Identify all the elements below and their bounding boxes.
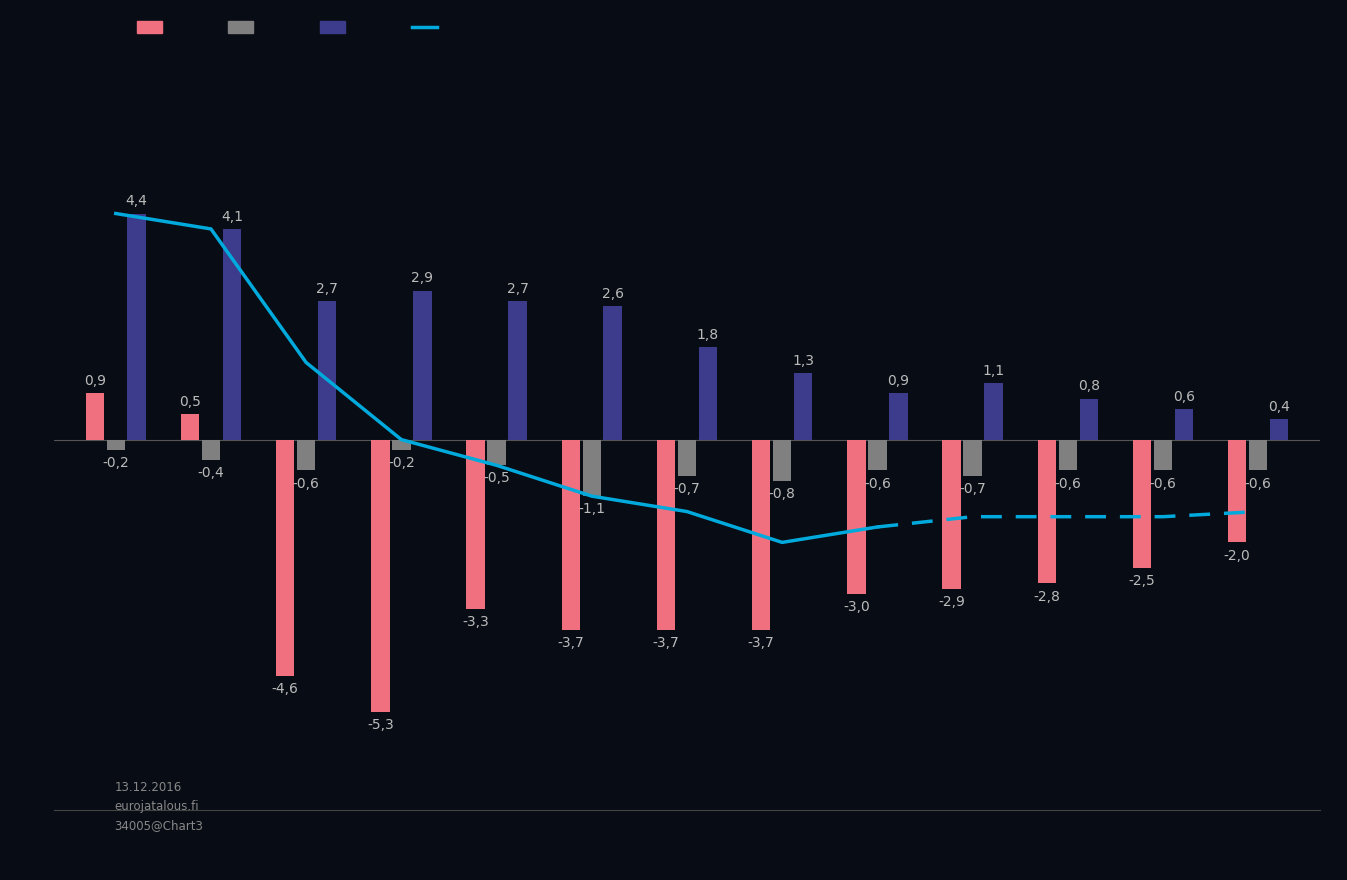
Bar bbox=[392, 440, 411, 450]
Text: -3,7: -3,7 bbox=[653, 636, 679, 650]
Text: -0,7: -0,7 bbox=[674, 481, 700, 495]
Text: 2,7: 2,7 bbox=[317, 282, 338, 296]
Text: -3,7: -3,7 bbox=[748, 636, 775, 650]
Text: 0,8: 0,8 bbox=[1078, 379, 1099, 393]
Bar bbox=[414, 290, 431, 440]
Text: -3,7: -3,7 bbox=[558, 636, 585, 650]
Text: -2,0: -2,0 bbox=[1224, 548, 1250, 562]
Text: -3,0: -3,0 bbox=[843, 600, 870, 614]
Bar bbox=[318, 301, 337, 440]
Text: -2,8: -2,8 bbox=[1033, 590, 1060, 604]
Bar bbox=[1133, 440, 1152, 568]
Bar bbox=[1270, 419, 1288, 440]
Text: -0,8: -0,8 bbox=[769, 487, 796, 501]
Text: -0,6: -0,6 bbox=[1055, 477, 1082, 491]
Bar bbox=[372, 440, 389, 712]
Text: -0,5: -0,5 bbox=[484, 472, 511, 486]
Text: -0,6: -0,6 bbox=[292, 477, 319, 491]
Text: 0,9: 0,9 bbox=[888, 374, 909, 388]
Bar bbox=[1249, 440, 1268, 471]
Text: 1,8: 1,8 bbox=[696, 328, 719, 342]
Bar bbox=[488, 440, 505, 466]
Text: -0,2: -0,2 bbox=[102, 456, 129, 470]
Bar bbox=[1037, 440, 1056, 583]
Text: 1,1: 1,1 bbox=[982, 364, 1005, 378]
Text: 2,6: 2,6 bbox=[602, 287, 624, 301]
Text: -2,5: -2,5 bbox=[1129, 575, 1156, 588]
Bar bbox=[86, 393, 104, 440]
Bar bbox=[1154, 440, 1172, 471]
Bar bbox=[1175, 409, 1193, 440]
Bar bbox=[963, 440, 982, 475]
Text: 2,9: 2,9 bbox=[411, 271, 434, 285]
Bar bbox=[180, 414, 199, 440]
Text: -0,7: -0,7 bbox=[959, 481, 986, 495]
Bar bbox=[943, 440, 960, 589]
Bar bbox=[985, 383, 1002, 440]
Text: 0,5: 0,5 bbox=[179, 395, 201, 409]
Text: -3,3: -3,3 bbox=[462, 615, 489, 629]
Bar bbox=[582, 440, 601, 496]
Bar bbox=[847, 440, 866, 594]
Bar bbox=[699, 347, 717, 440]
Bar bbox=[296, 440, 315, 471]
Text: 2,7: 2,7 bbox=[506, 282, 528, 296]
Bar bbox=[603, 306, 622, 440]
Bar bbox=[106, 440, 125, 450]
Bar bbox=[773, 440, 792, 480]
Bar bbox=[793, 373, 812, 440]
Bar bbox=[1228, 440, 1246, 542]
Bar bbox=[562, 440, 581, 630]
Bar bbox=[508, 301, 527, 440]
Text: -2,9: -2,9 bbox=[939, 595, 964, 609]
Bar bbox=[276, 440, 295, 676]
Text: 13.12.2016
eurojatalous.fi
34005@Chart3: 13.12.2016 eurojatalous.fi 34005@Chart3 bbox=[114, 781, 203, 832]
Text: 0,6: 0,6 bbox=[1173, 390, 1195, 404]
Text: -0,6: -0,6 bbox=[1149, 477, 1176, 491]
Bar bbox=[128, 214, 145, 440]
Bar bbox=[1059, 440, 1078, 471]
Text: 1,3: 1,3 bbox=[792, 354, 814, 368]
Text: -0,6: -0,6 bbox=[863, 477, 890, 491]
Text: 0,9: 0,9 bbox=[84, 374, 106, 388]
Text: -4,6: -4,6 bbox=[272, 682, 299, 696]
Bar bbox=[202, 440, 220, 460]
Bar bbox=[466, 440, 485, 609]
Bar bbox=[1079, 399, 1098, 440]
Bar bbox=[222, 229, 241, 440]
Legend: , , , : , , , bbox=[137, 21, 440, 35]
Bar bbox=[869, 440, 886, 471]
Bar bbox=[657, 440, 675, 630]
Text: -0,4: -0,4 bbox=[198, 466, 225, 480]
Text: 4,1: 4,1 bbox=[221, 209, 242, 224]
Text: -1,1: -1,1 bbox=[578, 502, 605, 517]
Bar bbox=[752, 440, 770, 630]
Text: -5,3: -5,3 bbox=[366, 718, 393, 732]
Text: -0,2: -0,2 bbox=[388, 456, 415, 470]
Bar bbox=[889, 393, 908, 440]
Text: 4,4: 4,4 bbox=[125, 194, 148, 209]
Text: -0,6: -0,6 bbox=[1245, 477, 1272, 491]
Text: 0,4: 0,4 bbox=[1268, 400, 1290, 414]
Bar bbox=[678, 440, 696, 475]
